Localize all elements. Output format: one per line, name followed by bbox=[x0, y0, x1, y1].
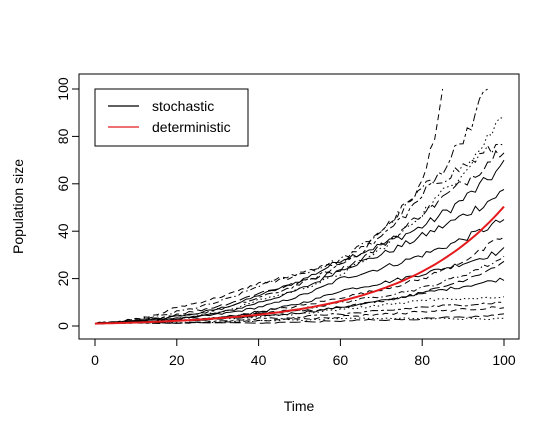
x-tick-label: 80 bbox=[414, 352, 430, 368]
y-tick-label: 0 bbox=[55, 322, 71, 330]
stochastic-series-line bbox=[94, 149, 505, 325]
stochastic-series-line bbox=[94, 88, 444, 325]
x-tick-label: 60 bbox=[333, 352, 349, 368]
y-axis-title: Population size bbox=[10, 159, 26, 254]
x-tick-label: 40 bbox=[251, 352, 267, 368]
x-axis: 0 20 40 60 80 100 bbox=[91, 338, 516, 368]
stochastic-series-line bbox=[94, 143, 505, 325]
x-tick-label: 0 bbox=[91, 352, 99, 368]
stochastic-series-line bbox=[94, 306, 505, 325]
x-tick-label: 20 bbox=[169, 352, 185, 368]
y-tick-label: 20 bbox=[55, 271, 71, 287]
legend-label-stochastic: stochastic bbox=[152, 98, 214, 114]
stochastic-series-line bbox=[94, 219, 505, 325]
deterministic-series-group bbox=[94, 205, 505, 325]
stochastic-series-line bbox=[94, 313, 505, 325]
x-tick-label: 100 bbox=[492, 352, 516, 368]
legend: stochastic deterministic bbox=[94, 88, 249, 147]
y-axis: 0 20 40 60 80 100 bbox=[55, 77, 80, 330]
stochastic-series-line bbox=[94, 237, 505, 325]
y-tick-label: 40 bbox=[55, 223, 71, 239]
x-axis-title: Time bbox=[284, 398, 315, 414]
legend-label-deterministic: deterministic bbox=[152, 119, 231, 135]
y-tick-label: 60 bbox=[55, 176, 71, 192]
legend-box bbox=[94, 88, 249, 147]
y-tick-label: 80 bbox=[55, 128, 71, 144]
stochastic-series-line bbox=[94, 117, 505, 325]
deterministic-series-line bbox=[94, 205, 505, 325]
y-tick-label: 100 bbox=[55, 77, 71, 101]
